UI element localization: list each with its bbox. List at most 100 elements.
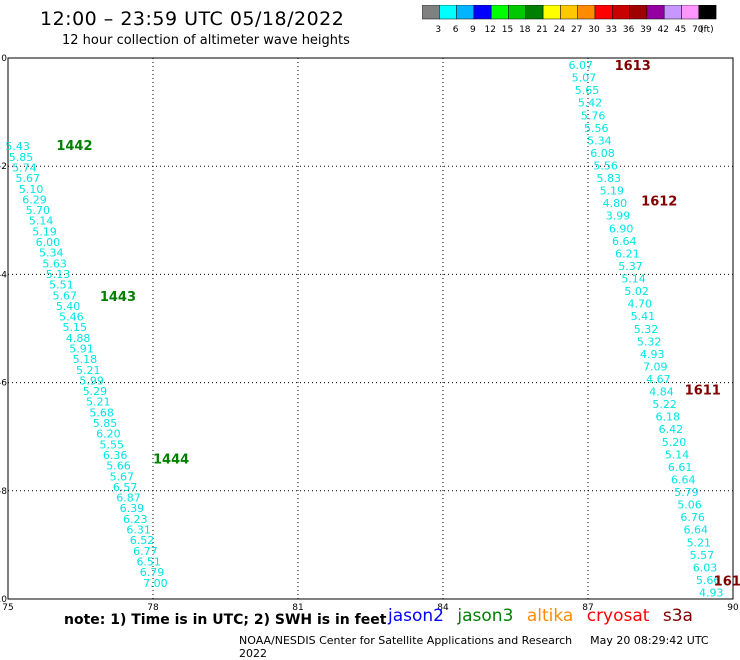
wave-height-value: 5.85 [9, 151, 34, 164]
scale-label: 6 [453, 25, 459, 35]
wave-height-value: 5.18 [73, 353, 98, 366]
x-tick-label: 75 [2, 603, 13, 610]
wave-height-value: 6.07 [569, 59, 594, 72]
x-tick-label: 87 [582, 603, 593, 610]
page-title: 12:00 – 23:59 UTC 05/18/2022 [40, 8, 345, 30]
wave-height-value: 5.65 [575, 84, 600, 97]
wave-height-value: 6.08 [590, 147, 615, 160]
scale-label: 30 [588, 25, 600, 35]
wave-height-value: 6.64 [612, 235, 637, 248]
wave-height-value: 7.00 [143, 577, 168, 590]
scale-label: 18 [519, 25, 531, 35]
wave-height-value: 5.29 [83, 385, 108, 398]
wave-height-value: 5.56 [584, 122, 609, 135]
wave-height-value: 5.76 [581, 109, 606, 122]
scale-label: 27 [571, 25, 582, 35]
wave-height-value: 5.14 [621, 273, 646, 286]
scale-label: 21 [536, 25, 547, 35]
wave-height-value: 5.63 [42, 257, 67, 270]
satellite-jason2: jason2 [388, 606, 444, 626]
wave-height-value: 5.67 [15, 172, 40, 185]
wave-height-value: 4.67 [646, 373, 671, 386]
x-tick-label: 81 [292, 603, 303, 610]
wave-height-value: 6.39 [120, 502, 145, 515]
wave-height-value: 4.70 [628, 298, 653, 311]
scale-swatch [698, 5, 717, 20]
wave-height-value: 5.37 [618, 260, 643, 273]
scale-label: (ft) [700, 25, 714, 35]
wave-height-value: 4.88 [66, 332, 91, 345]
wave-height-value: 6.36 [103, 449, 128, 462]
scale-label: 12 [484, 25, 495, 35]
wave-height-value: 5.79 [674, 486, 699, 499]
x-tick-label: 84 [437, 603, 449, 610]
wave-height-value: 6.77 [133, 545, 158, 558]
scale-label: 42 [657, 25, 668, 35]
wave-height-value: 6.31 [126, 524, 151, 537]
wave-height-value: 6.29 [22, 193, 47, 206]
wave-height-value: 5.70 [26, 204, 51, 217]
y-tick-label: -6 [0, 379, 7, 389]
wave-height-value: 5.32 [634, 323, 659, 336]
wave-height-value: 5.74 [12, 161, 37, 174]
scale-label: 70 [692, 25, 704, 35]
wave-height-value: 6.52 [130, 534, 155, 547]
satellite-legend: jason2 jason3 altika cryosat s3a [388, 606, 701, 626]
pass-time-label: 1611 [685, 384, 721, 399]
wave-height-value: 5.19 [32, 225, 57, 238]
wave-height-value: 5.56 [593, 160, 618, 173]
wave-height-value: 4.84 [649, 386, 674, 399]
wave-height-value: 5.51 [49, 279, 74, 292]
x-tick-label: 78 [147, 603, 159, 610]
wave-height-value: 5.68 [89, 406, 114, 419]
wave-height-value: 5.67 [52, 289, 77, 302]
scale-label: 45 [675, 25, 686, 35]
wave-height-value: 6.23 [123, 513, 148, 526]
wave-height-value: 5.21 [76, 364, 101, 377]
pass-time-label: 1444 [153, 452, 189, 467]
wave-height-value: 5.34 [587, 134, 612, 147]
scale-label: 3 [435, 25, 441, 35]
wave-height-value: 5.34 [39, 247, 64, 260]
wave-height-value: 4.80 [603, 197, 628, 210]
scale-label: 9 [470, 25, 476, 35]
satellite-jason3: jason3 [457, 606, 514, 626]
wave-height-value: 5.46 [59, 311, 84, 324]
x-tick-label: 90 [727, 603, 739, 610]
y-tick-label: -2 [0, 162, 7, 172]
wave-height-value: 5.41 [631, 310, 656, 323]
altimeter-map: 7578818487900-2-4-6-8-105.435.855.745.67… [0, 54, 740, 610]
satellite-cryosat: cryosat [586, 606, 650, 626]
pass-time-label: 1442 [56, 139, 92, 154]
page-subtitle: 12 hour collection of altimeter wave hei… [62, 33, 350, 48]
wave-height-value: 5.67 [110, 470, 135, 483]
wave-height-value: 5.85 [93, 417, 118, 430]
wave-height-value: 5.15 [63, 321, 88, 334]
wave-height-value: 6.64 [683, 524, 708, 537]
wave-height-value: 6.51 [136, 555, 161, 568]
wave-height-value: 4.93 [640, 348, 665, 361]
y-tick-label: -10 [0, 595, 7, 605]
wave-height-value: 6.79 [140, 566, 165, 579]
wave-height-value: 5.20 [662, 436, 687, 449]
wave-height-value: 5.83 [596, 172, 621, 185]
wave-height-value: 5.91 [69, 343, 94, 356]
scale-label: 33 [606, 25, 617, 35]
wave-height-value: 5.14 [665, 448, 690, 461]
wave-height-value: 6.42 [659, 423, 684, 436]
pass-time-label: 161 [714, 575, 740, 590]
credit-text: NOAA/NESDIS Center for Satellite Applica… [239, 634, 573, 647]
wave-height-value: 5.66 [696, 574, 721, 587]
wave-height-value: 6.03 [693, 561, 718, 574]
wave-height-value: 5.22 [652, 398, 677, 411]
wave-height-value: 6.64 [671, 473, 696, 486]
pass-time-label: 1613 [615, 59, 651, 74]
wave-height-value: 5.21 [687, 536, 712, 549]
map-frame [7, 57, 734, 600]
pass-time-label: 1443 [100, 290, 136, 305]
wave-height-value: 6.18 [656, 411, 681, 424]
footer-credit: NOAA/NESDIS Center for Satellite Applica… [239, 634, 740, 660]
scale-label: 39 [640, 25, 652, 35]
wave-height-value: 6.21 [615, 247, 640, 260]
wave-height-value: 5.32 [637, 335, 662, 348]
